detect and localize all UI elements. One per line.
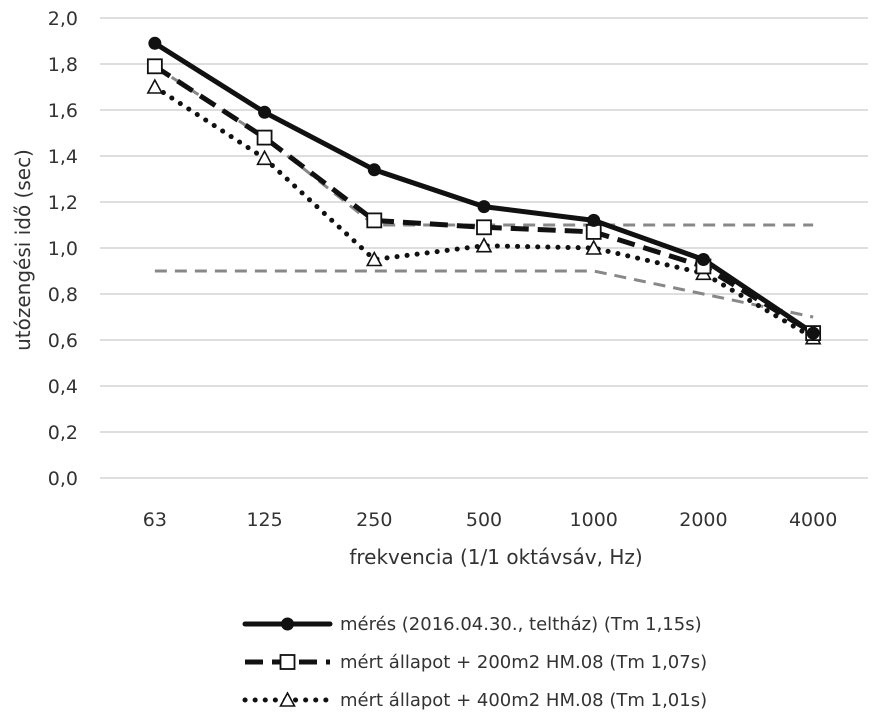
data-point-square <box>585 223 602 240</box>
data-point-triangle <box>475 237 493 253</box>
data-point-triangle <box>256 149 273 166</box>
legend-marker-square <box>279 654 296 670</box>
y-tick-label: 0,2 <box>48 422 78 444</box>
y-tick-label: 1,6 <box>48 100 78 122</box>
y-tick-label: 1,4 <box>48 146 78 168</box>
data-point-circle <box>477 200 491 214</box>
data-point-square <box>146 58 163 75</box>
y-tick-label: 1,2 <box>48 192 78 214</box>
y-tick-label: 1,8 <box>48 54 78 76</box>
data-point-triangle <box>585 239 603 255</box>
data-point-triangle <box>146 78 164 94</box>
x-tick-label: 63 <box>143 509 167 531</box>
legend-item: mérés (2016.04.30., teltház) (Tm 1,15s) <box>242 614 702 635</box>
x-tick-label: 1000 <box>570 509 618 531</box>
series-line-0 <box>152 40 816 336</box>
legend-label: mért állapot + 200m2 HM.08 (Tm 1,07s) <box>340 652 707 673</box>
data-point-circle <box>587 213 601 227</box>
y-tick-label: 2,0 <box>48 8 78 30</box>
legend-label: mérés (2016.04.30., teltház) (Tm 1,15s) <box>340 614 702 635</box>
x-tick-label: 500 <box>466 509 502 531</box>
y-tick-label: 0,6 <box>48 330 78 352</box>
y-tick-label: 0,8 <box>48 284 78 306</box>
y-tick-label: 1,0 <box>48 238 78 260</box>
x-tick-labels: 63 125 250 500 1000 2000 4000 <box>143 509 838 531</box>
gray-dashed-line-4 <box>154 269 814 319</box>
legend-marker-circle <box>281 617 294 631</box>
data-point-circle <box>806 326 820 340</box>
legend: mérés (2016.04.30., teltház) (Tm 1,15s) m… <box>242 614 707 711</box>
data-point-circle <box>258 105 272 119</box>
x-tick-label: 250 <box>356 509 392 531</box>
data-point-circle <box>148 36 162 50</box>
series-markers <box>146 36 822 345</box>
legend-item: mért állapot + 400m2 HM.08 (Tm 1,01s) <box>242 690 707 711</box>
x-tick-label: 2000 <box>679 509 727 531</box>
data-point-square <box>366 212 383 229</box>
x-tick-label: 125 <box>246 509 282 531</box>
data-point-square <box>476 219 492 236</box>
data-point-circle <box>367 163 381 177</box>
legend-marker-triangle <box>279 691 296 707</box>
y-tick-label: 0,4 <box>48 376 78 398</box>
y-axis-title: utózengési idő (sec) <box>11 149 35 351</box>
x-axis-title: frekvencia (1/1 oktávsáv, Hz) <box>349 545 642 569</box>
y-tick-labels: 0,0 0,2 0,4 0,6 0,8 1,0 1,2 1,4 1,6 1,8 2,0 <box>48 8 78 490</box>
y-tick-label: 0,0 <box>48 468 78 490</box>
legend-item: mért állapot + 200m2 HM.08 (Tm 1,07s) <box>245 652 707 673</box>
x-tick-label: 4000 <box>789 509 837 531</box>
data-point-square <box>256 129 273 146</box>
data-point-triangle <box>365 250 383 267</box>
legend-label: mért állapot + 400m2 HM.08 (Tm 1,01s) <box>340 690 707 711</box>
data-point-circle <box>696 253 710 266</box>
